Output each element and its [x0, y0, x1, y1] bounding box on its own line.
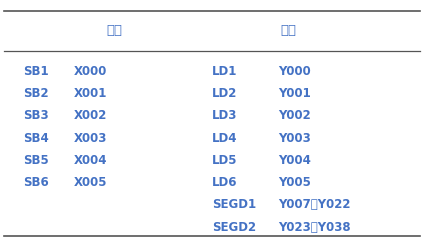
Text: SEGD1: SEGD1	[212, 198, 256, 212]
Text: LD1: LD1	[212, 65, 237, 78]
Text: X004: X004	[74, 154, 108, 167]
Text: X005: X005	[74, 176, 108, 189]
Text: SB6: SB6	[23, 176, 49, 189]
Text: SB4: SB4	[23, 132, 49, 145]
Text: SB2: SB2	[23, 87, 49, 100]
Text: LD4: LD4	[212, 132, 237, 145]
Text: Y003: Y003	[278, 132, 310, 145]
Text: Y000: Y000	[278, 65, 310, 78]
Text: LD6: LD6	[212, 176, 237, 189]
Text: Y005: Y005	[278, 176, 311, 189]
Text: LD3: LD3	[212, 109, 237, 122]
Text: Y007～Y022: Y007～Y022	[278, 198, 350, 212]
Text: SB3: SB3	[23, 109, 49, 122]
Text: Y002: Y002	[278, 109, 310, 122]
Text: Y023～Y038: Y023～Y038	[278, 221, 350, 234]
Text: SB1: SB1	[23, 65, 49, 78]
Text: Y004: Y004	[278, 154, 311, 167]
Text: X001: X001	[74, 87, 108, 100]
Text: X002: X002	[74, 109, 108, 122]
Text: Y001: Y001	[278, 87, 310, 100]
Text: LD5: LD5	[212, 154, 237, 167]
Text: SEGD2: SEGD2	[212, 221, 256, 234]
Text: X003: X003	[74, 132, 108, 145]
Text: SB5: SB5	[23, 154, 49, 167]
Text: LD2: LD2	[212, 87, 237, 100]
Text: 输入: 输入	[106, 24, 123, 37]
Text: X000: X000	[74, 65, 108, 78]
Text: 输出: 输出	[280, 24, 296, 37]
